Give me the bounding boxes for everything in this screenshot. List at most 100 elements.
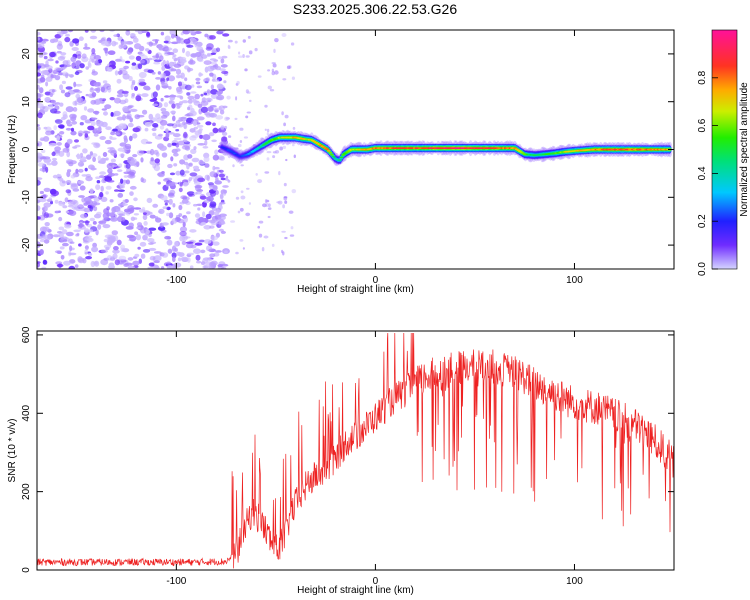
noise-blob (138, 258, 142, 264)
noise-blob (171, 41, 179, 45)
noise-blob (284, 236, 288, 240)
noise-blob (95, 229, 99, 236)
noise-blob (290, 42, 295, 46)
spectrogram-xlabel: Height of straight line (km) (297, 284, 414, 295)
noise-blob (183, 38, 191, 44)
noise-blob (87, 237, 94, 242)
noise-blob (218, 169, 224, 173)
noise-blob (274, 38, 279, 43)
noise-blob (47, 104, 54, 110)
noise-blob (111, 40, 117, 47)
noise-blob (85, 256, 92, 260)
noise-blob (292, 126, 296, 130)
noise-blob (75, 168, 79, 174)
noise-blob (64, 64, 72, 67)
noise-blob (178, 204, 183, 211)
noise-blob (44, 160, 50, 164)
noise-blob (206, 265, 214, 269)
noise-blob (263, 235, 269, 239)
noise-blob (200, 221, 207, 226)
noise-blob (209, 112, 217, 118)
noise-blob (108, 235, 116, 242)
noise-blob (282, 251, 285, 256)
noise-blob (142, 214, 148, 221)
noise-blob (114, 70, 119, 76)
noise-blob (203, 60, 212, 65)
noise-blob (214, 109, 219, 113)
noise-blob (281, 111, 284, 116)
noise-blob (197, 103, 203, 108)
noise-blob (284, 200, 288, 204)
noise-blob (210, 195, 214, 201)
noise-blob (172, 54, 177, 57)
noise-blob (59, 131, 65, 135)
noise-blob (238, 51, 241, 55)
noise-blob (81, 174, 88, 177)
noise-blob (59, 125, 65, 129)
noise-blob (167, 163, 173, 169)
noise-blob (223, 189, 228, 194)
noise-blob (170, 110, 177, 114)
noise-blob (173, 63, 182, 68)
noise-blob (71, 47, 79, 51)
noise-blob (228, 45, 231, 50)
spectrogram-marks (37, 30, 673, 269)
noise-blob (37, 205, 41, 211)
noise-blob (198, 217, 205, 224)
noise-blob (195, 165, 199, 171)
noise-blob (43, 239, 50, 244)
noise-blob (37, 216, 41, 220)
noise-blob (58, 216, 63, 222)
noise-blob (155, 39, 158, 44)
noise-blob (109, 97, 115, 101)
noise-blob (184, 84, 192, 91)
noise-blob (37, 84, 40, 90)
noise-blob (118, 163, 123, 168)
noise-blob (220, 64, 228, 68)
noise-blob (104, 139, 112, 145)
noise-blob (77, 204, 84, 210)
noise-blob (222, 105, 228, 109)
noise-blob (108, 262, 115, 268)
noise-blob (92, 221, 97, 225)
noise-blob (151, 262, 155, 267)
noise-blob (124, 143, 132, 150)
noise-blob (160, 97, 164, 102)
noise-blob (266, 157, 270, 161)
noise-blob (69, 74, 74, 78)
noise-blob (127, 265, 136, 269)
snr-ylabel: SNR (10 * v/v) (7, 419, 18, 483)
noise-blob (125, 163, 131, 169)
noise-blob (113, 173, 119, 176)
noise-blob (217, 264, 223, 268)
noise-blob (132, 260, 140, 266)
noise-blob (37, 103, 44, 109)
snr-ytick-label: 600 (21, 326, 32, 343)
noise-blob (199, 195, 207, 200)
noise-blob (196, 116, 205, 121)
noise-blob (203, 156, 210, 163)
noise-blob (43, 212, 49, 219)
noise-blob (160, 73, 164, 79)
noise-blob (81, 53, 87, 59)
noise-blob (209, 204, 216, 209)
noise-blob (152, 266, 160, 269)
noise-blob (247, 35, 251, 39)
noise-blob (97, 224, 102, 230)
noise-blob (77, 130, 84, 136)
noise-blob (91, 69, 96, 74)
noise-blob (48, 197, 52, 201)
noise-blob (107, 86, 112, 93)
noise-blob (77, 161, 85, 167)
noise-blob (116, 239, 122, 246)
noise-blob (171, 103, 176, 109)
noise-blob (166, 236, 172, 240)
noise-blob (139, 53, 145, 57)
noise-blob (180, 116, 188, 122)
noise-blob (37, 179, 41, 186)
noise-blob (118, 44, 124, 50)
noise-blob (94, 60, 99, 66)
noise-blob (219, 201, 226, 205)
noise-blob (117, 189, 125, 192)
noise-blob (79, 122, 84, 126)
